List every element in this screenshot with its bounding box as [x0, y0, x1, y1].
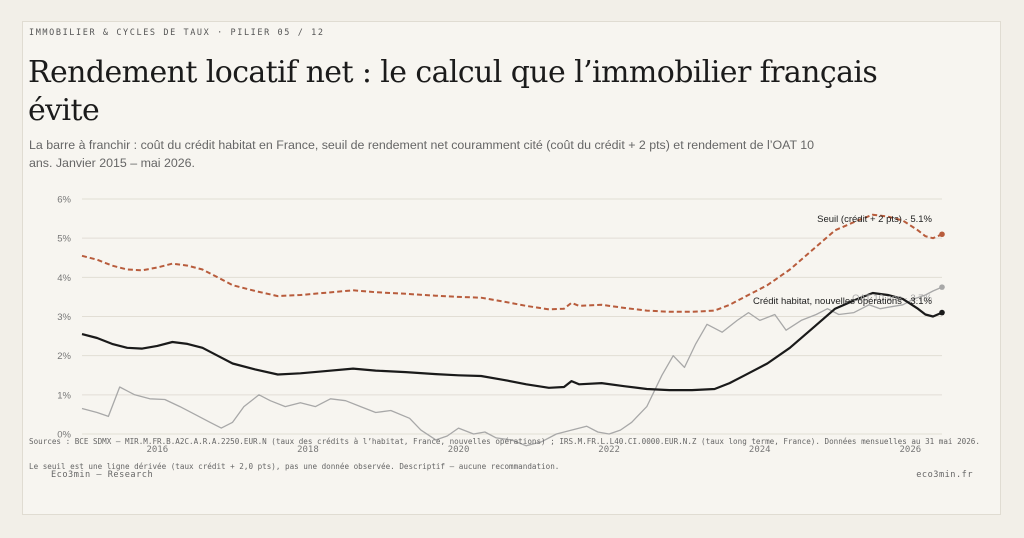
end-point-marker [939, 231, 945, 238]
threshold-note: Le seuil est une ligne dérivée (taux cré… [29, 462, 560, 471]
x-tick-label: 2026 [900, 445, 922, 455]
end-point-marker [939, 309, 945, 316]
y-axis-ticks: 0% 1% 2% 3% 4% 5% 6% [57, 195, 71, 441]
threshold-series-label: Seuil (crédit + 2 pts) · 5.1% [817, 214, 932, 225]
y-tick-label: 2% [57, 351, 71, 362]
oat-series-label: OAT 10 ans · 3.7% [852, 293, 932, 304]
x-tick-label: 2022 [598, 445, 620, 455]
x-tick-label: 2016 [146, 445, 168, 455]
y-tick-label: 6% [57, 195, 71, 206]
y-tick-label: 3% [57, 312, 71, 323]
chart-title: Rendement locatif net : le calcul que l’… [28, 55, 878, 128]
series-lines [81, 213, 943, 447]
x-axis-ticks: 2016 2018 2020 2022 2024 2026 [146, 445, 921, 455]
footer-brand: Eco3min — Research [51, 470, 154, 480]
x-tick-label: 2020 [448, 445, 470, 455]
y-tick-label: 0% [57, 430, 71, 441]
x-tick-label: 2018 [297, 445, 319, 455]
threshold-line [81, 213, 943, 313]
y-tick-label: 4% [57, 273, 71, 284]
chart-card [22, 21, 1001, 515]
eyebrow: IMMOBILIER & CYCLES DE TAUX · PILIER 05 … [29, 28, 325, 38]
credit-series-label: Crédit habitat, nouvelles opérations · 3… [753, 296, 933, 307]
credit-line [81, 291, 943, 392]
y-tick-label: 5% [57, 234, 71, 245]
series-end-markers: OAT 10 ans · 3.7% Seuil (crédit + 2 pts) … [753, 214, 945, 316]
end-point-marker [939, 284, 945, 290]
chart-subtitle: La barre à franchir : coût du crédit hab… [29, 138, 815, 170]
grid [82, 198, 942, 435]
y-tick-label: 1% [57, 390, 71, 401]
x-tick-label: 2024 [749, 445, 771, 455]
source-note: Sources : BCE SDMX — MIR.M.FR.B.A2C.A.R.… [29, 437, 980, 446]
oat-line [81, 286, 943, 447]
footer-url: eco3min.fr [916, 470, 973, 480]
